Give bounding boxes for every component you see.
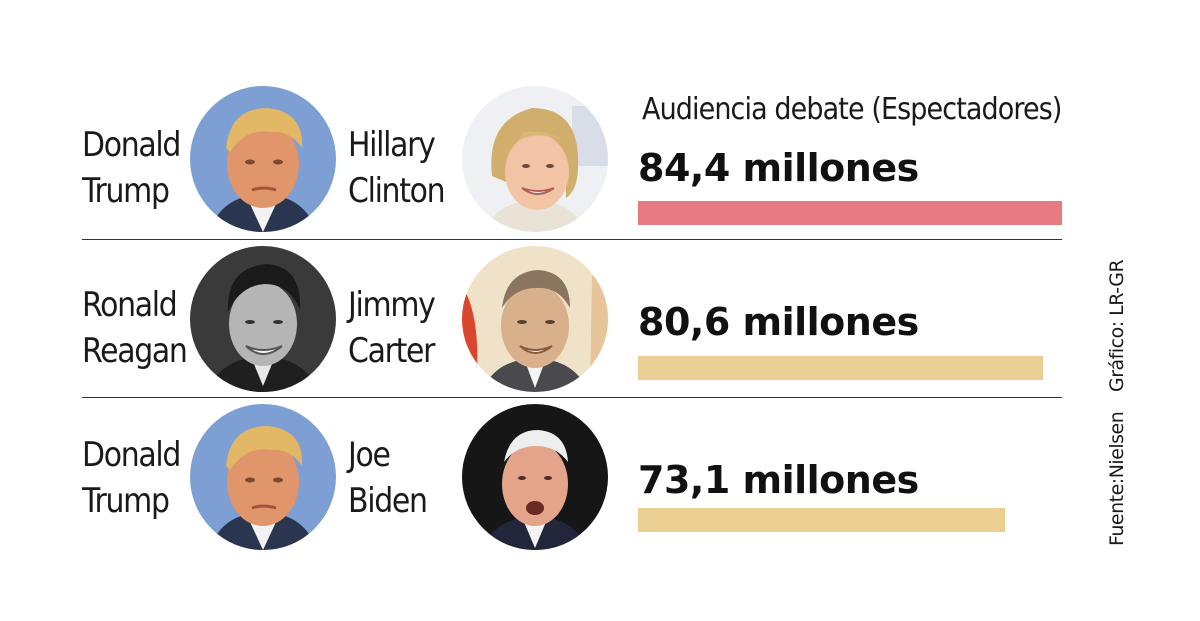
row-trump-biden: Donald Trump Joe Biden: [0, 402, 1100, 562]
bar-trump-clinton: [638, 201, 1062, 225]
candidate-name-left: Ronald Reagan: [82, 282, 188, 374]
ronald-reagan-avatar: [190, 246, 336, 392]
first-name: Donald: [82, 435, 181, 475]
row-divider: [82, 239, 1062, 240]
chart-title: Audiencia debate (Espectadores): [642, 92, 1062, 127]
data-label: 80,6 millones: [638, 300, 919, 344]
jimmy-carter-avatar: [462, 246, 608, 392]
data-label: 84,4 millones: [638, 146, 919, 190]
hillary-clinton-avatar: [462, 86, 608, 232]
data-label: 73,1 millones: [638, 458, 919, 502]
candidate-name-left: Donald Trump: [82, 432, 181, 524]
row-reagan-carter: Ronald Reagan Jimmy Carter: [0, 244, 1100, 404]
donald-trump-avatar: [190, 86, 336, 232]
last-name: Reagan: [82, 331, 188, 371]
candidate-name-right: Hillary Clinton: [348, 122, 446, 214]
last-name: Clinton: [348, 171, 446, 211]
last-name: Trump: [82, 171, 170, 211]
candidate-name-right: Jimmy Carter: [348, 282, 436, 374]
last-name: Carter: [348, 331, 435, 371]
graphic-credit: Gráfico: LR-GR: [1106, 259, 1128, 392]
candidate-name-right: Joe Biden: [348, 432, 428, 524]
first-name: Joe: [348, 435, 391, 475]
first-name: Hillary: [348, 125, 436, 165]
bar-reagan-carter: [638, 356, 1043, 380]
first-name: Ronald: [82, 285, 178, 325]
row-trump-clinton: Donald Trump Hillary Clinton: [0, 84, 1100, 244]
bar-trump-biden: [638, 508, 1005, 532]
source-credit: Fuente:Nielsen: [1106, 411, 1128, 546]
last-name: Biden: [348, 481, 428, 521]
donald-trump-avatar: [190, 404, 336, 550]
first-name: Donald: [82, 125, 181, 165]
row-divider: [82, 397, 1062, 398]
candidate-name-left: Donald Trump: [82, 122, 181, 214]
joe-biden-avatar: [462, 404, 608, 550]
first-name: Jimmy: [348, 285, 436, 325]
last-name: Trump: [82, 481, 170, 521]
